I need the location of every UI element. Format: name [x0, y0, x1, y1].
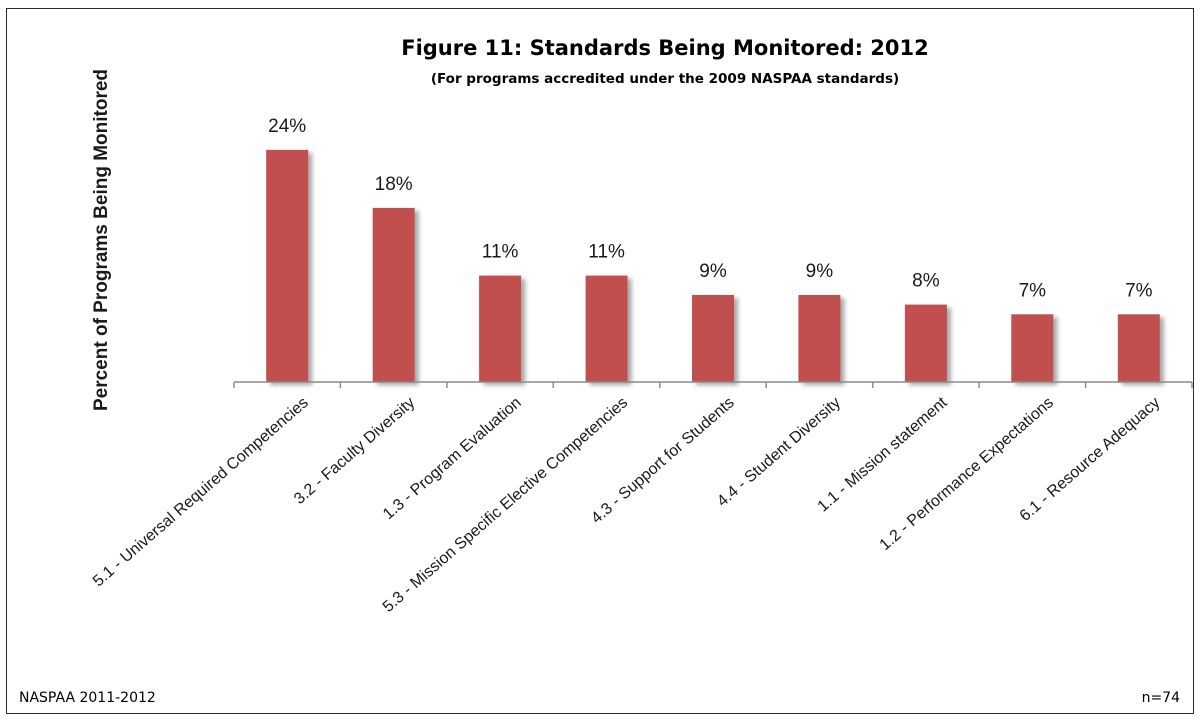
bar-2 — [372, 207, 415, 382]
bar-4 — [585, 275, 628, 382]
bar-5 — [692, 295, 734, 382]
x-tick-label-2: 3.2 - Faculty Diversity — [291, 394, 418, 508]
y-axis-label: Percent of Programs Being Monitored — [91, 69, 112, 411]
data-labels-layer: 24% 18% 11% 11% 9% 9% 8% 7% 7% — [268, 116, 1152, 301]
bar-1 — [266, 149, 309, 382]
data-label-1: 24% — [268, 116, 306, 137]
source-note: NASPAA 2011-2012 — [19, 690, 156, 706]
x-tick-labels: 5.1 - Universal Required Competencies3.2… — [90, 394, 1164, 616]
chart-title: Figure 11: Standards Being Monitored: 20… — [401, 36, 929, 60]
bar-6 — [798, 295, 841, 382]
bar-7 — [904, 304, 947, 382]
x-tick-label-4: 5.3 - Mission Specific Elective Competen… — [380, 394, 631, 616]
bar-9 — [1117, 314, 1160, 382]
x-tick-label-8: 1.2 - Performance Expectations — [877, 394, 1057, 554]
x-axis — [233, 381, 1193, 388]
x-tick-label-1: 5.1 - Universal Required Competencies — [90, 394, 312, 590]
data-label-5: 9% — [699, 261, 727, 282]
data-label-4: 11% — [588, 242, 625, 263]
chart-subtitle: (For programs accredited under the 2009 … — [431, 71, 899, 87]
bar-3 — [479, 275, 522, 382]
data-label-8: 7% — [1019, 280, 1047, 301]
bars-layer — [266, 149, 1160, 382]
data-label-6: 9% — [806, 261, 834, 282]
data-label-2: 18% — [375, 174, 413, 195]
sample-size-note: n=74 — [1142, 690, 1181, 706]
data-label-3: 11% — [482, 242, 519, 263]
data-label-7: 8% — [912, 271, 940, 292]
data-label-9: 7% — [1125, 280, 1153, 301]
bar-8 — [1011, 314, 1054, 382]
